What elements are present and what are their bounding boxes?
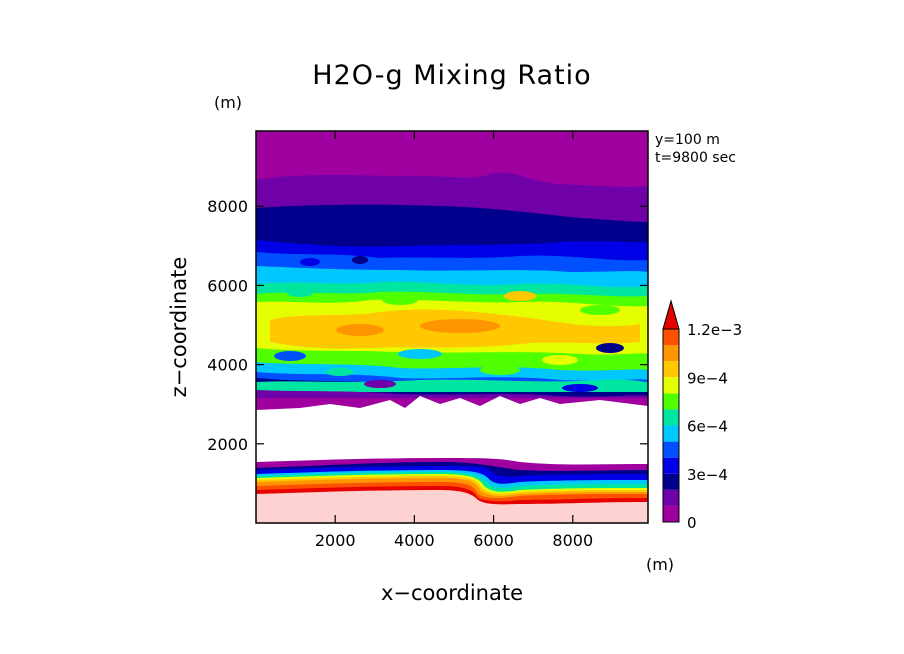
- colorbar-extension: [662, 299, 680, 330]
- y-tick-label: 2000: [207, 435, 248, 454]
- patch: [274, 351, 306, 361]
- patch: [580, 305, 620, 315]
- patch: [596, 343, 624, 353]
- colorbar-segment: [663, 409, 679, 426]
- patch: [326, 368, 354, 376]
- x-axis-ticks: 2000 4000 6000 8000: [315, 131, 593, 550]
- y-unit-label: (m): [214, 93, 242, 112]
- colorbar-segment: [663, 377, 679, 394]
- plot-frame: [255, 130, 649, 524]
- plot-area: [256, 131, 648, 523]
- patch: [480, 365, 520, 375]
- patch: [336, 324, 384, 336]
- colorbar: 0 3e−4 6e−4 9e−4 1.2e−3: [662, 299, 742, 532]
- patch: [420, 319, 500, 333]
- annotation-y: y=100 m: [655, 132, 720, 148]
- colorbar-segment: [663, 473, 679, 490]
- patch: [352, 256, 368, 264]
- colorbar-segment: [663, 345, 679, 362]
- patch: [398, 349, 442, 359]
- patch: [562, 384, 598, 392]
- colorbar-segment: [663, 505, 679, 522]
- chart-title: H2O-g Mixing Ratio: [312, 60, 591, 91]
- colorbar-tick-label: 3e−4: [687, 466, 728, 484]
- y-tick-label: 6000: [207, 276, 248, 295]
- band-lower-teal: [256, 379, 648, 392]
- colorbar-segment: [663, 393, 679, 410]
- patch: [542, 355, 578, 365]
- colorbar-segment: [663, 441, 679, 458]
- x-tick-label: 2000: [315, 531, 356, 550]
- patch: [382, 295, 418, 305]
- colorbar-tick-label: 6e−4: [687, 418, 728, 436]
- x-unit-label: (m): [646, 555, 674, 574]
- y-axis-label: z−coordinate: [167, 257, 191, 398]
- bl-pink: [256, 490, 648, 523]
- x-tick-label: 4000: [394, 531, 435, 550]
- x-tick-label: 6000: [473, 531, 514, 550]
- annotation-t: t=9800 sec: [655, 150, 736, 166]
- colorbar-frame: [662, 328, 680, 523]
- colorbar-segment: [663, 489, 679, 506]
- y-tick-label: 4000: [207, 356, 248, 375]
- colorbar-segment: [663, 361, 679, 378]
- colorbar-tick-label: 9e−4: [687, 369, 728, 387]
- x-axis-label: x−coordinate: [381, 581, 523, 605]
- colorbar-tick-label: 1.2e−3: [687, 321, 742, 339]
- colorbar-tick-label: 0: [687, 514, 697, 532]
- patch: [364, 380, 396, 388]
- x-tick-label: 8000: [552, 531, 593, 550]
- y-axis-ticks: 2000 4000 6000 8000: [207, 197, 648, 454]
- y-tick-label: 8000: [207, 197, 248, 216]
- patch: [286, 287, 314, 297]
- patch: [504, 291, 536, 301]
- colorbar-segment: [663, 425, 679, 442]
- dry-gap: [256, 396, 648, 466]
- colorbar-segment: [663, 457, 679, 474]
- patch: [300, 258, 320, 266]
- colorbar-segment: [663, 329, 679, 346]
